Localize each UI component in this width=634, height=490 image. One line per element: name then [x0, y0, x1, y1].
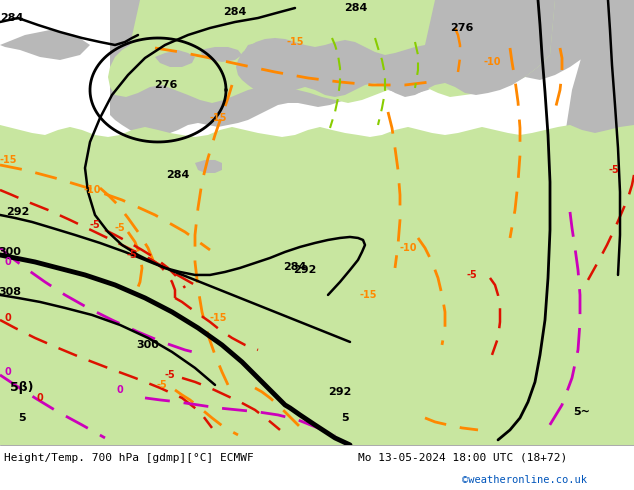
Text: -5: -5 [165, 370, 176, 380]
Text: -5: -5 [467, 270, 477, 280]
Polygon shape [0, 125, 634, 445]
Text: 0: 0 [117, 385, 124, 395]
Text: -5: -5 [609, 165, 619, 175]
Text: -5: -5 [89, 220, 100, 230]
Text: -5: -5 [157, 380, 167, 390]
Text: -15: -15 [286, 37, 304, 47]
Text: Height/Temp. 700 hPa [gdmp][°C] ECMWF: Height/Temp. 700 hPa [gdmp][°C] ECMWF [4, 453, 254, 463]
Polygon shape [245, 42, 282, 57]
Polygon shape [200, 47, 242, 62]
Text: -10: -10 [483, 57, 501, 67]
Text: 284: 284 [283, 262, 307, 272]
Polygon shape [110, 0, 634, 137]
Text: 284: 284 [344, 3, 368, 13]
Polygon shape [236, 0, 555, 97]
Text: 292: 292 [328, 387, 352, 397]
Text: 284: 284 [166, 170, 190, 180]
Text: 308: 308 [0, 287, 22, 297]
Text: 5β): 5β) [10, 381, 34, 394]
Text: 5~: 5~ [574, 407, 590, 417]
Text: 300: 300 [0, 247, 22, 257]
Text: -15: -15 [359, 290, 377, 300]
Text: -5: -5 [115, 223, 126, 233]
Text: 284: 284 [223, 7, 247, 17]
Text: 5: 5 [341, 413, 349, 423]
Text: 0: 0 [4, 313, 11, 323]
Text: -10: -10 [399, 243, 417, 253]
Text: 0: 0 [4, 257, 11, 267]
Text: 300: 300 [136, 340, 159, 350]
Polygon shape [108, 0, 555, 103]
Polygon shape [0, 320, 634, 445]
Text: Mo 13-05-2024 18:00 UTC (18+72): Mo 13-05-2024 18:00 UTC (18+72) [358, 453, 567, 463]
Text: 284: 284 [0, 13, 23, 23]
Text: 0: 0 [37, 393, 43, 403]
Text: 0: 0 [4, 367, 11, 377]
Text: -15: -15 [209, 313, 227, 323]
Text: ©weatheronline.co.uk: ©weatheronline.co.uk [462, 475, 587, 485]
Polygon shape [155, 50, 195, 67]
Polygon shape [195, 160, 222, 173]
Text: -15: -15 [0, 155, 16, 165]
Text: 292: 292 [6, 207, 30, 217]
Text: 292: 292 [294, 265, 317, 275]
Polygon shape [0, 0, 90, 60]
Text: 5: 5 [18, 413, 26, 423]
Text: -10: -10 [83, 185, 101, 195]
Text: 276: 276 [154, 80, 178, 90]
Text: -15: -15 [209, 113, 227, 123]
Polygon shape [0, 200, 634, 445]
Text: -5: -5 [127, 250, 138, 260]
Text: 276: 276 [450, 23, 474, 33]
Polygon shape [558, 0, 634, 445]
